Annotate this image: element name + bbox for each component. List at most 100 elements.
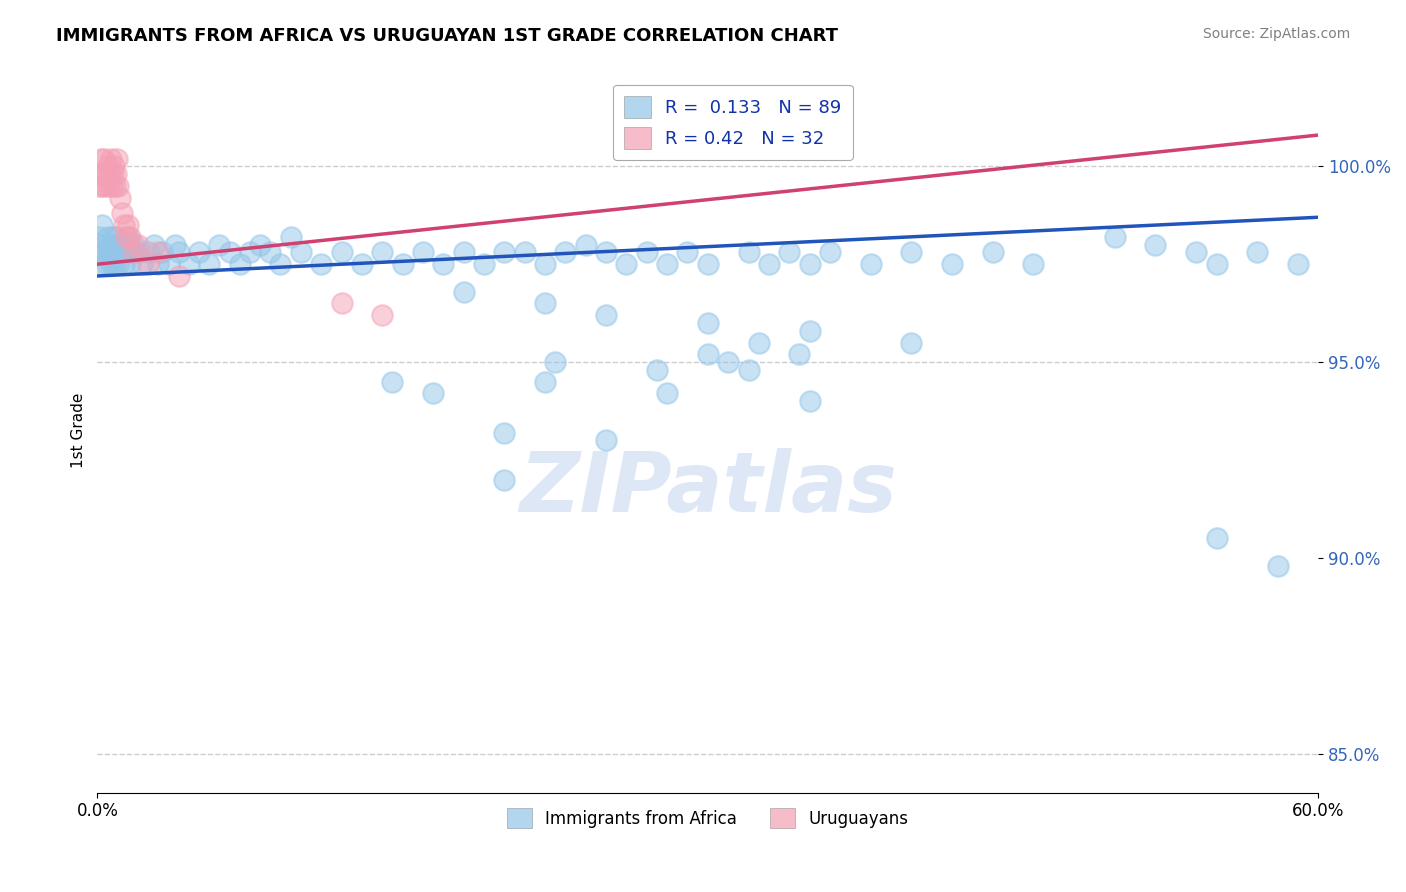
Point	[122, 245, 145, 260]
Point	[89, 178, 111, 193]
Point	[94, 245, 117, 260]
Point	[758, 257, 780, 271]
Point	[96, 230, 118, 244]
Point	[104, 237, 127, 252]
Point	[472, 257, 495, 271]
Point	[103, 257, 125, 271]
Point	[115, 245, 138, 260]
Point	[1267, 558, 1289, 573]
Point	[96, 167, 118, 181]
Point	[1144, 237, 1167, 252]
Point	[100, 178, 122, 193]
Point	[453, 245, 475, 260]
Point	[101, 230, 124, 244]
Point	[789, 347, 811, 361]
Point	[859, 257, 882, 271]
Point	[104, 167, 127, 181]
Point	[177, 257, 200, 271]
Point	[163, 237, 186, 252]
Point	[127, 245, 149, 260]
Point	[89, 230, 111, 244]
Point	[717, 355, 740, 369]
Point	[1185, 245, 1208, 260]
Text: IMMIGRANTS FROM AFRICA VS URUGUAYAN 1ST GRADE CORRELATION CHART: IMMIGRANTS FROM AFRICA VS URUGUAYAN 1ST …	[56, 27, 838, 45]
Point	[93, 257, 115, 271]
Point	[112, 257, 135, 271]
Point	[645, 363, 668, 377]
Point	[108, 191, 131, 205]
Point	[188, 245, 211, 260]
Point	[218, 245, 240, 260]
Point	[737, 245, 759, 260]
Point	[1205, 257, 1227, 271]
Point	[93, 152, 115, 166]
Point	[198, 257, 221, 271]
Point	[91, 178, 114, 193]
Point	[100, 245, 122, 260]
Point	[350, 257, 373, 271]
Point	[107, 257, 129, 271]
Point	[799, 394, 821, 409]
Point	[595, 308, 617, 322]
Point	[122, 237, 145, 252]
Point	[117, 230, 139, 244]
Point	[818, 245, 841, 260]
Point	[636, 245, 658, 260]
Point	[148, 257, 170, 271]
Point	[575, 237, 598, 252]
Point	[554, 245, 576, 260]
Text: Source: ZipAtlas.com: Source: ZipAtlas.com	[1202, 27, 1350, 41]
Point	[748, 335, 770, 350]
Point	[97, 245, 120, 260]
Point	[1286, 257, 1309, 271]
Point	[136, 245, 159, 260]
Point	[381, 375, 404, 389]
Point	[105, 230, 128, 244]
Point	[96, 257, 118, 271]
Point	[239, 245, 262, 260]
Point	[136, 257, 159, 271]
Point	[90, 245, 112, 260]
Y-axis label: 1st Grade: 1st Grade	[72, 392, 86, 468]
Point	[280, 230, 302, 244]
Text: ZIPatlas: ZIPatlas	[519, 448, 897, 529]
Point	[118, 230, 141, 244]
Point	[229, 257, 252, 271]
Point	[290, 245, 312, 260]
Point	[157, 257, 180, 271]
Point	[494, 425, 516, 440]
Point	[208, 237, 231, 252]
Point	[104, 245, 127, 260]
Point	[100, 257, 122, 271]
Point	[98, 237, 121, 252]
Point	[513, 245, 536, 260]
Point	[167, 268, 190, 283]
Point	[117, 218, 139, 232]
Point	[89, 167, 111, 181]
Point	[432, 257, 454, 271]
Point	[309, 257, 332, 271]
Point	[534, 257, 557, 271]
Point	[696, 316, 718, 330]
Point	[981, 245, 1004, 260]
Point	[799, 324, 821, 338]
Point	[111, 206, 134, 220]
Point	[1022, 257, 1045, 271]
Point	[143, 237, 166, 252]
Point	[115, 230, 138, 244]
Point	[371, 308, 394, 322]
Point	[371, 245, 394, 260]
Point	[696, 347, 718, 361]
Point	[330, 296, 353, 310]
Point	[98, 167, 121, 181]
Point	[101, 167, 124, 181]
Point	[91, 218, 114, 232]
Point	[737, 363, 759, 377]
Point	[93, 237, 115, 252]
Point	[100, 152, 122, 166]
Point	[90, 152, 112, 166]
Point	[93, 167, 115, 181]
Point	[941, 257, 963, 271]
Point	[534, 375, 557, 389]
Point	[108, 245, 131, 260]
